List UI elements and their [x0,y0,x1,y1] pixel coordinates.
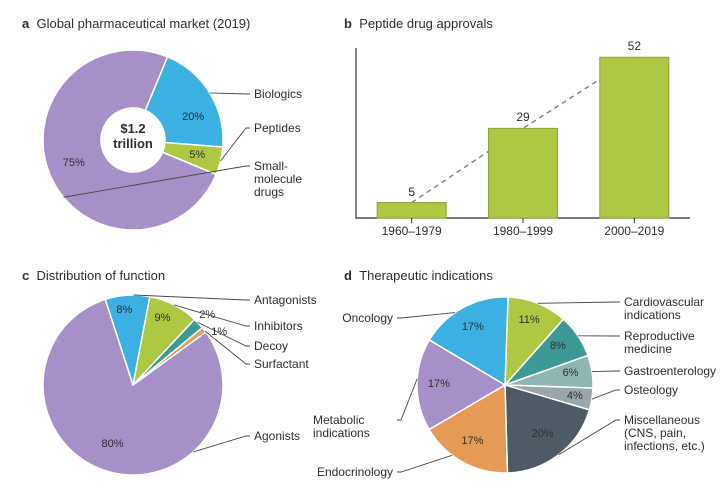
slice-label: Metabolicindications [313,414,393,440]
slice-label: Agonists [254,430,300,443]
slice-label: Biologics [254,88,302,101]
slice-label: Cardiovascularindications [624,296,724,322]
slice-label: Inhibitors [254,320,303,333]
slice-label: Surfactant [254,358,309,371]
slice-label: Miscellaneous(CNS, pain,infections, etc.… [624,414,724,454]
slice-label: Oncology [342,312,393,325]
slice-label: Gastroenterology [624,365,716,378]
slice-label: Antagonists [254,294,317,307]
slice-label: Reproductivemedicine [624,330,724,356]
slice-label: Small-moleculedrugs [254,160,334,200]
slice-label: Osteology [624,384,678,397]
slice-label: Peptides [254,122,301,135]
slice-label: Endocrinology [317,466,393,479]
slice-label: Decoy [254,340,288,353]
